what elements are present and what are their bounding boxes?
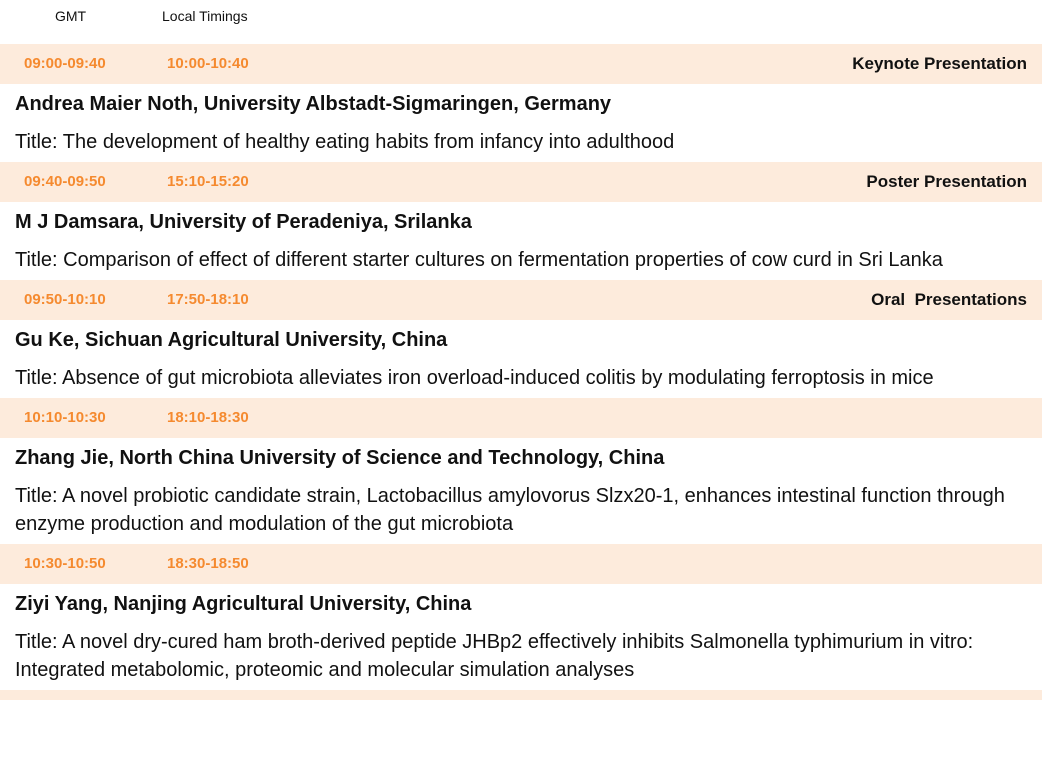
local-time: 18:30-18:50	[167, 555, 249, 572]
local-time: 17:50-18:10	[167, 291, 249, 308]
session-item: 10:10-10:30 18:10-18:30 Zhang Jie, North…	[0, 398, 1058, 544]
gmt-time: 09:40-09:50	[24, 173, 106, 190]
session-type: Keynote Presentation	[852, 54, 1027, 73]
speaker: Ziyi Yang, Nanjing Agricultural Universi…	[15, 593, 472, 615]
talk-title: Title: A novel probiotic candidate strai…	[15, 485, 1005, 535]
gmt-time: 10:30-10:50	[24, 555, 106, 572]
session-item: 09:40-09:50 15:10-15:20 Poster Presentat…	[0, 162, 1058, 280]
session-type: Poster Presentation	[866, 172, 1027, 191]
speaker: Andrea Maier Noth, University Albstadt-S…	[15, 93, 612, 115]
gmt-header: GMT	[55, 8, 87, 24]
local-time: 18:10-18:30	[167, 409, 249, 426]
speaker: M J Damsara, University of Peradeniya, S…	[15, 211, 472, 233]
speaker: Zhang Jie, North China University of Sci…	[15, 447, 665, 469]
session-type: Oral Presentations	[871, 290, 1027, 309]
gmt-time: 09:00-09:40	[24, 55, 106, 72]
session-time-band: 10:30-10:50 18:30-18:50	[0, 544, 1042, 584]
local-timings-header: Local Timings	[162, 8, 248, 24]
column-header: GMT Local Timings	[0, 0, 1058, 44]
talk-title: Title: A novel dry-cured ham broth-deriv…	[15, 631, 974, 681]
local-time: 15:10-15:20	[167, 173, 249, 190]
session-item: 10:30-10:50 18:30-18:50 Ziyi Yang, Nanji…	[0, 544, 1058, 690]
session-time-band: 09:40-09:50 15:10-15:20 Poster Presentat…	[0, 162, 1042, 202]
session-list: 09:00-09:40 10:00-10:40 Keynote Presenta…	[0, 44, 1058, 690]
session-time-band: 09:50-10:10 17:50-18:10 Oral Presentatio…	[0, 280, 1042, 320]
session-item: 09:50-10:10 17:50-18:10 Oral Presentatio…	[0, 280, 1058, 398]
session-time-band: 10:10-10:30 18:10-18:30	[0, 398, 1042, 438]
talk-title: Title: The development of healthy eating…	[15, 131, 675, 153]
talk-title: Title: Absence of gut microbiota allevia…	[15, 367, 934, 389]
local-time: 10:00-10:40	[167, 55, 249, 72]
session-item: 09:00-09:40 10:00-10:40 Keynote Presenta…	[0, 44, 1058, 162]
speaker: Gu Ke, Sichuan Agricultural University, …	[15, 329, 448, 351]
session-band	[0, 690, 1042, 700]
talk-title: Title: Comparison of effect of different…	[15, 249, 943, 271]
gmt-time: 09:50-10:10	[24, 291, 106, 308]
session-time-band: 09:00-09:40 10:00-10:40 Keynote Presenta…	[0, 44, 1042, 84]
gmt-time: 10:10-10:30	[24, 409, 106, 426]
